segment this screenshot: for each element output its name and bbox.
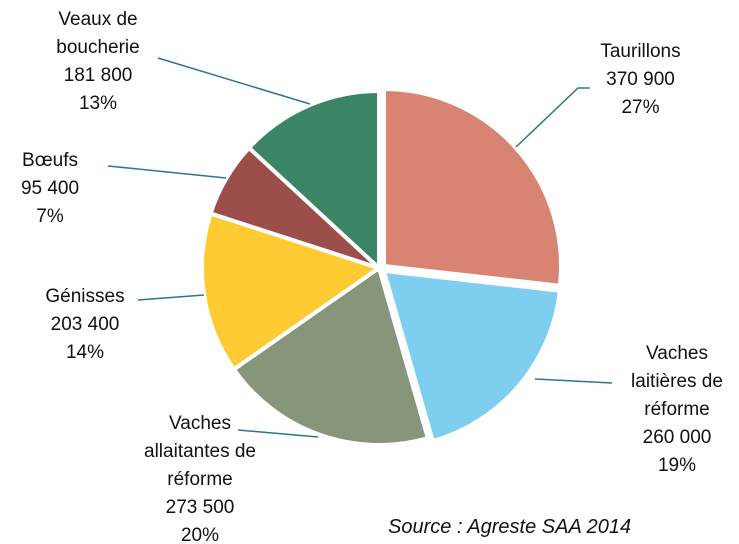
slice-label: Bœufs 95 400 7% [0,147,100,231]
category-label: Bœufs [22,150,78,171]
leader-line [137,294,205,301]
leader-line [107,165,227,179]
pie-slice [247,89,381,270]
pie-slice [382,269,562,444]
leader-line [237,429,319,438]
percent-label: 20% [180,525,220,544]
pie-slice [231,266,430,447]
value-label: 203 400 [50,314,120,335]
value-label: 181 800 [63,65,133,86]
category-label: Vaches allaitantes de réforme [144,413,256,490]
value-label: 370 900 [606,69,675,90]
percent-label: 14% [65,342,105,363]
source-note: Source : Agreste SAA 2014 [388,516,632,538]
pie-slice [200,211,381,372]
value-label: 273 500 [165,497,235,518]
category-label: Vaches laitières de réforme [631,343,723,420]
percent-label: 19% [657,455,697,476]
category-label: Veaux de boucherie [56,9,140,58]
value-label: 260 000 [642,427,712,448]
slice-label: Veaux de boucherie 181 800 13% [38,6,158,118]
slice-label: Taurillons 370 900 27% [578,38,703,122]
value-label: 95 400 [20,178,80,199]
slice-label: Vaches laitières de réforme 260 000 19% [612,340,739,480]
category-label: Taurillons [600,41,681,62]
category-label: Génisses [45,286,125,307]
leader-line [157,57,311,105]
leader-line [534,378,613,384]
percent-label: 7% [36,206,64,227]
leader-line [515,87,590,148]
percent-label: 27% [621,97,660,118]
percent-label: 13% [78,93,118,114]
pie-slice [382,87,563,288]
slice-label: Vaches allaitantes de réforme 273 500 20% [142,410,258,544]
slice-label: Génisses 203 400 14% [20,283,150,367]
